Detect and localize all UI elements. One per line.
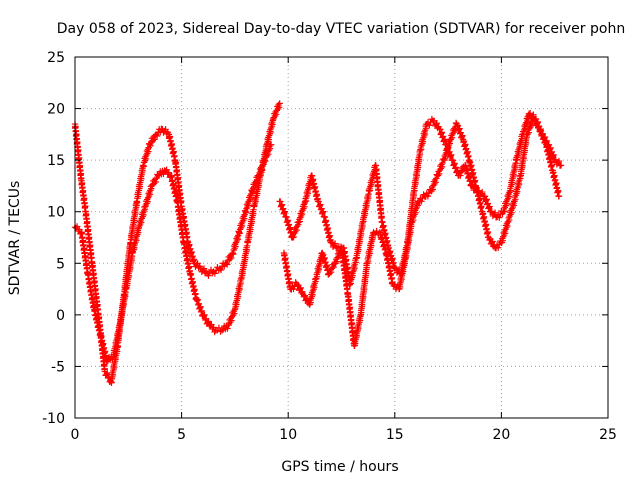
- data-marker: [418, 198, 425, 205]
- data-point: [557, 162, 565, 169]
- series-trace-b: [71, 120, 275, 387]
- data-point: [154, 172, 162, 179]
- data-marker: [227, 254, 235, 262]
- data-point: [218, 327, 226, 334]
- data-marker: [201, 311, 208, 319]
- y-tick-label: -5: [51, 359, 65, 375]
- data-point: [267, 141, 275, 148]
- data-marker: [555, 157, 563, 165]
- x-tick-label: 10: [279, 427, 297, 443]
- data-marker: [331, 240, 339, 247]
- data-marker: [147, 142, 154, 150]
- data-marker: [151, 136, 158, 143]
- data-marker: [373, 227, 380, 235]
- data-marker: [489, 238, 496, 245]
- data-marker: [217, 266, 225, 274]
- series-trace-d: [280, 114, 563, 349]
- x-tick-label: 0: [71, 427, 80, 443]
- series-trace-a: [71, 100, 283, 365]
- data-marker: [457, 172, 464, 179]
- y-tick-label: 5: [56, 256, 65, 272]
- data-marker: [104, 369, 111, 377]
- data-marker: [495, 244, 502, 251]
- data-point: [555, 193, 563, 200]
- data-marker: [205, 272, 212, 279]
- x-tick-label: 15: [386, 427, 404, 443]
- grid: [75, 57, 608, 418]
- data-marker: [290, 285, 297, 293]
- y-axis-title: SDTVAR / TECUs: [7, 181, 23, 296]
- data-marker: [153, 132, 161, 140]
- data-marker: [330, 263, 337, 271]
- x-tick-labels: 0 5 10 15 20 25: [71, 427, 617, 443]
- y-tick-label: -10: [42, 411, 65, 427]
- data-marker: [534, 119, 541, 127]
- axis-ticks: [74, 56, 609, 419]
- data-marker: [424, 192, 432, 200]
- data-marker: [327, 269, 335, 276]
- y-tick-label: 10: [47, 205, 65, 221]
- y-tick-label: 15: [47, 153, 65, 169]
- data-marker: [224, 325, 231, 332]
- y-tick-labels: -10 -5 0 5 10 15 20 25: [42, 50, 65, 427]
- x-tick-label: 5: [177, 427, 186, 443]
- data-marker: [152, 178, 159, 186]
- data-marker: [205, 318, 212, 325]
- data-marker: [433, 119, 441, 127]
- data-marker: [211, 270, 219, 277]
- data-point: [276, 100, 283, 107]
- series-trace-c: [276, 110, 565, 289]
- data-marker: [496, 214, 503, 221]
- data-marks: [71, 100, 565, 387]
- data-marker: [223, 261, 231, 268]
- y-tick-label: 0: [56, 308, 65, 324]
- y-tick-label: 20: [47, 102, 65, 118]
- plot-frame: [74, 56, 609, 419]
- y-tick-label: 25: [47, 50, 65, 66]
- chart-title: Day 058 of 2023, Sidereal Day-to-day VTE…: [57, 21, 625, 37]
- data-marker: [297, 284, 304, 292]
- data-marker: [426, 122, 433, 129]
- x-tick-label: 20: [492, 427, 510, 443]
- x-axis-title: GPS time / hours: [281, 459, 398, 475]
- x-tick-label: 25: [599, 427, 617, 443]
